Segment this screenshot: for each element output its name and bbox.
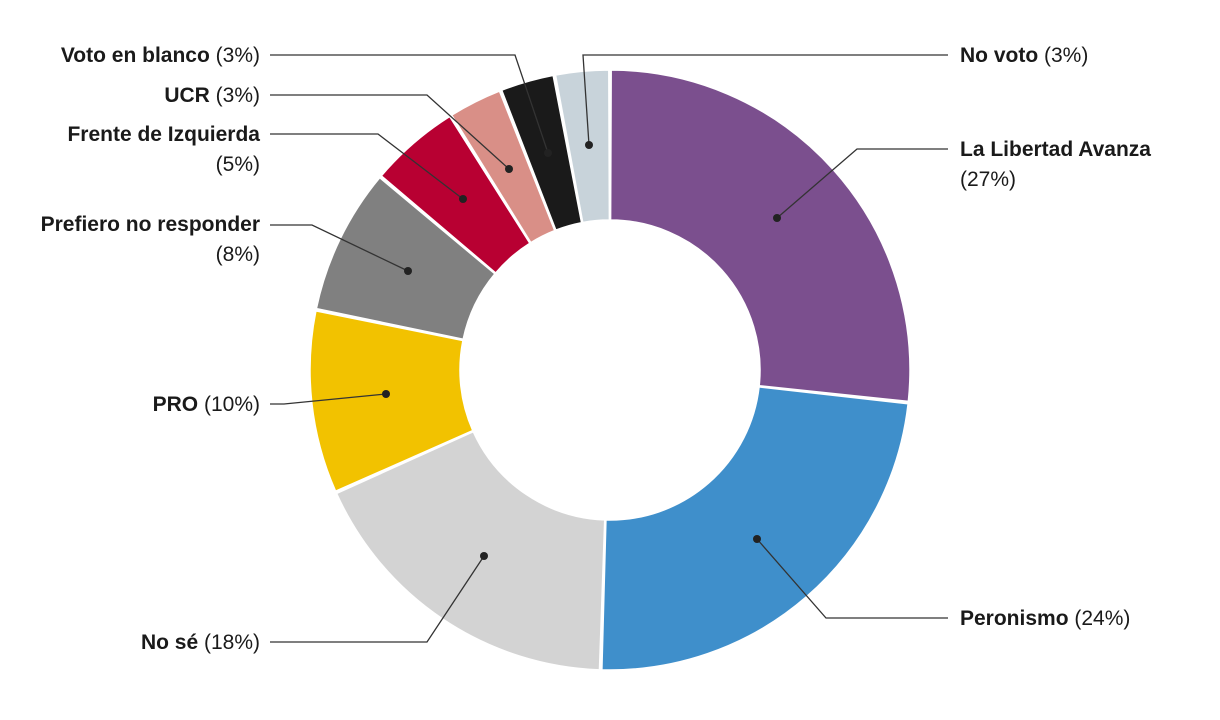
leader-dot-no-se — [480, 552, 488, 560]
label-name: Peronismo — [960, 607, 1074, 630]
label-prefiero-no-responder: Prefiero no responder (8%) — [41, 213, 260, 266]
label-voto-en-blanco: Voto en blanco (3%) — [61, 44, 260, 67]
slice-frente-de-izquierda — [380, 115, 531, 274]
label-percent: (3%) — [1044, 44, 1088, 67]
leader-dot-la-libertad-avanza — [773, 214, 781, 222]
label-la-libertad-avanza: La Libertad Avanza (27%) — [960, 138, 1151, 191]
label-name: Prefiero no responder — [41, 213, 260, 236]
label-name: Voto en blanco — [61, 44, 216, 67]
leader-dot-frente-de-izquierda — [459, 195, 467, 203]
label-peronismo: Peronismo (24%) — [960, 607, 1130, 630]
leader-line-voto-en-blanco — [270, 54, 549, 154]
label-percent: (18%) — [204, 631, 260, 654]
label-percent: (5%) — [216, 153, 260, 176]
label-name: Frente de Izquierda — [67, 123, 260, 146]
leader-line-la-libertad-avanza — [776, 148, 948, 219]
leader-dot-voto-en-blanco — [544, 149, 552, 157]
label-percent: (24%) — [1074, 607, 1130, 630]
leader-line-peronismo — [756, 538, 948, 619]
leader-line-no-voto — [582, 54, 948, 146]
label-no-se: No sé (18%) — [141, 631, 260, 654]
label-name: No sé — [141, 631, 204, 654]
label-ucr: UCR (3%) — [164, 84, 260, 107]
label-percent: (3%) — [216, 44, 260, 67]
leader-dot-ucr — [505, 165, 513, 173]
slice-voto-en-blanco — [500, 74, 583, 232]
leader-dot-peronismo — [753, 535, 761, 543]
slice-no-voto — [554, 69, 611, 224]
label-name: No voto — [960, 44, 1044, 67]
slice-prefiero-no-responder — [315, 176, 496, 341]
label-percent: (3%) — [216, 84, 260, 107]
leader-lines — [270, 54, 948, 643]
leader-line-frente-de-izquierda — [270, 133, 464, 200]
leader-line-ucr — [270, 94, 510, 170]
leader-dot-prefiero-no-responder — [404, 267, 412, 275]
label-percent: (10%) — [204, 393, 260, 416]
label-percent: (8%) — [216, 243, 260, 266]
slice-la-libertad-avanza — [609, 69, 911, 403]
leader-dot-no-voto — [585, 141, 593, 149]
leader-line-pro — [270, 393, 387, 405]
label-percent: (27%) — [960, 168, 1016, 191]
donut-slices — [309, 69, 911, 671]
leader-line-prefiero-no-responder — [270, 224, 409, 272]
label-name: PRO — [153, 393, 204, 416]
slice-peronismo — [601, 386, 909, 671]
leader-dot-pro — [382, 390, 390, 398]
label-pro: PRO (10%) — [153, 393, 260, 416]
label-name: La Libertad Avanza — [960, 138, 1151, 161]
slice-pro — [309, 310, 474, 493]
label-frente-de-izquierda: Frente de Izquierda (5%) — [67, 123, 260, 176]
label-no-voto: No voto (3%) — [960, 44, 1088, 67]
leader-line-no-se — [270, 555, 485, 643]
label-name: UCR — [164, 84, 215, 107]
slice-labels: La Libertad Avanza (27%) Peronismo (24%) No… — [41, 44, 1152, 654]
slice-no-se — [335, 430, 606, 671]
slice-ucr — [450, 90, 556, 244]
